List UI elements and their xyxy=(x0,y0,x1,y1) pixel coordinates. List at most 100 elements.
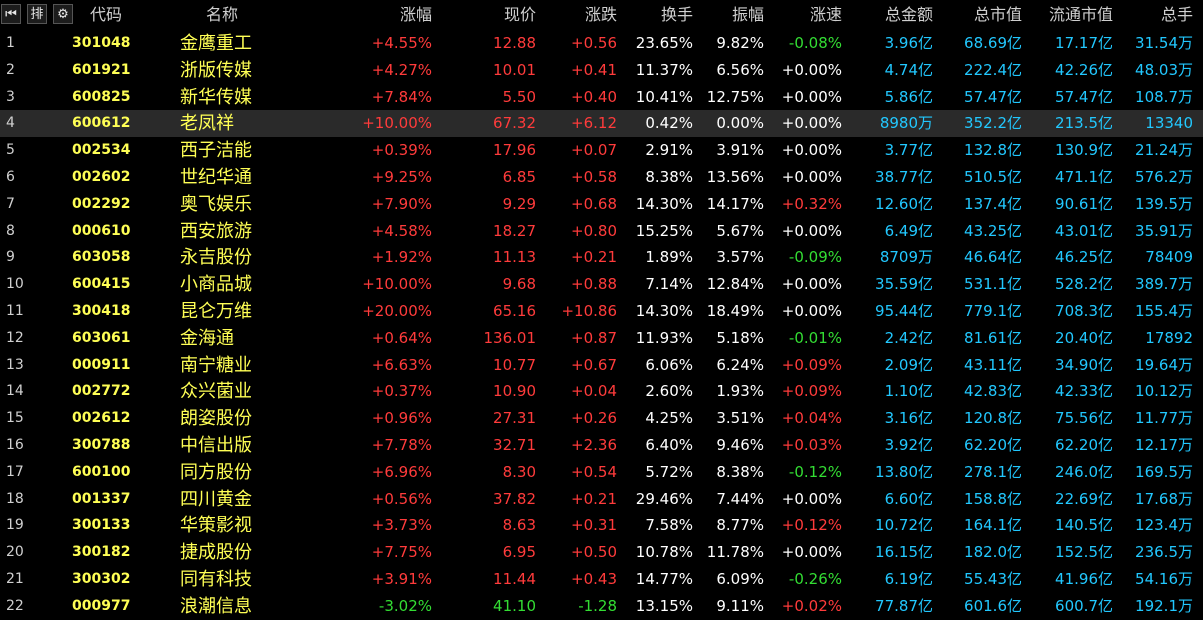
table-row[interactable]: 6 002602 世纪华通 +9.25% 6.85 +0.58 8.38% 13.56% +0.… xyxy=(0,164,1203,191)
cell-amplitude: 11.78% xyxy=(706,543,764,562)
cell-chg: +0.54 xyxy=(571,462,617,481)
cell-seq: 9 xyxy=(6,249,15,266)
cell-pct: +10.00% xyxy=(362,114,432,133)
table-row[interactable]: 9 603058 永吉股份 +1.92% 11.13 +0.21 1.89% 3.57% -0.… xyxy=(0,244,1203,271)
cell-seq: 19 xyxy=(6,517,24,534)
table-row[interactable]: 8 000610 西安旅游 +4.58% 18.27 +0.80 15.25% 5.67% +0… xyxy=(0,218,1203,245)
table-row[interactable]: 12 603061 金海通 +0.64% 136.01 +0.87 11.93% 5.18% -… xyxy=(0,325,1203,352)
cell-fmcap: 152.5亿 xyxy=(1055,543,1113,562)
cell-chg: +0.21 xyxy=(571,489,617,508)
cell-chg: +0.58 xyxy=(571,168,617,186)
cell-seq: 13 xyxy=(6,356,24,373)
cell-seq: 8 xyxy=(6,222,15,239)
table-row[interactable]: 5 002534 西子洁能 +0.39% 17.96 +0.07 2.91% 3.91% +0.… xyxy=(0,137,1203,164)
cell-speed: -0.12% xyxy=(788,462,842,481)
cell-code: 600825 xyxy=(72,88,131,105)
table-row[interactable]: 4 600612 老凤祥 +10.00% 67.32 +6.12 0.42% 0.00% +0.… xyxy=(0,110,1203,138)
cell-name: 浪潮信息 xyxy=(180,595,252,617)
column-header-name[interactable]: 名称 xyxy=(206,5,239,24)
cell-fmcap: 42.33亿 xyxy=(1055,382,1113,401)
sort-icon[interactable]: 排 xyxy=(27,4,47,24)
cell-speed: +0.00% xyxy=(781,275,842,294)
cell-name: 奥飞娱乐 xyxy=(180,193,252,215)
cell-amount: 38.77亿 xyxy=(875,168,933,186)
cell-pct: +0.96% xyxy=(371,409,432,428)
column-header-price[interactable]: 现价 xyxy=(503,5,536,24)
cell-seq: 22 xyxy=(6,597,24,614)
cell-amount: 1.10亿 xyxy=(884,382,933,401)
cell-name: 南宁糖业 xyxy=(180,354,252,376)
column-header-mcap[interactable]: 总市值 xyxy=(973,5,1022,24)
cell-price: 9.68 xyxy=(502,275,536,294)
cell-amplitude: 12.84% xyxy=(706,275,764,294)
cell-amount: 4.74亿 xyxy=(884,60,933,79)
cell-name: 浙版传媒 xyxy=(180,59,252,81)
cell-mcap: 55.43亿 xyxy=(964,570,1022,588)
column-header-code[interactable]: 代码 xyxy=(90,5,123,24)
cell-fmcap: 41.96亿 xyxy=(1055,570,1113,588)
cell-seq: 18 xyxy=(6,490,24,507)
cell-mcap: 601.6亿 xyxy=(964,596,1022,615)
cell-price: 11.13 xyxy=(493,248,536,267)
table-row[interactable]: 21 300302 同有科技 +3.91% 11.44 +0.43 14.77% 6.09% -… xyxy=(0,566,1203,593)
cell-name: 捷成股份 xyxy=(180,542,252,564)
column-header-amplitude[interactable]: 振幅 xyxy=(731,5,764,24)
cell-speed: +0.02% xyxy=(781,596,842,615)
table-row[interactable]: 14 002772 众兴菌业 +0.37% 10.90 +0.04 2.60% 1.93% +0… xyxy=(0,378,1203,405)
table-row[interactable]: 10 600415 小商品城 +10.00% 9.68 +0.88 7.14% 12.84% +… xyxy=(0,271,1203,298)
cell-speed: +0.32% xyxy=(781,194,842,213)
cell-code: 002534 xyxy=(72,142,131,159)
cell-price: 17.96 xyxy=(493,141,536,160)
table-row[interactable]: 2 601921 浙版传媒 +4.27% 10.01 +0.41 11.37% 6.56% +0… xyxy=(0,57,1203,84)
cell-amplitude: 9.11% xyxy=(716,596,764,615)
cell-speed: +0.00% xyxy=(781,60,842,79)
cell-fmcap: 246.0亿 xyxy=(1055,462,1113,481)
cell-pct: +3.73% xyxy=(371,516,432,535)
column-header-pct[interactable]: 涨幅 xyxy=(399,5,432,24)
column-header-fmcap[interactable]: 流通市值 xyxy=(1048,5,1113,24)
cell-price: 10.01 xyxy=(493,60,536,79)
cell-turnover: 11.37% xyxy=(635,60,693,79)
table-row[interactable]: 22 000977 浪潮信息 -3.02% 41.10 -1.28 13.15% 9.11% +… xyxy=(0,593,1203,620)
column-header-speed[interactable]: 涨速 xyxy=(809,5,842,24)
cell-mcap: 352.2亿 xyxy=(964,114,1022,133)
table-row[interactable]: 19 300133 华策影视 +3.73% 8.63 +0.31 7.58% 8.77% +0.… xyxy=(0,512,1203,539)
cell-total-hand: 35.91万 xyxy=(1135,221,1193,240)
table-row[interactable]: 11 300418 昆仑万维 +20.00% 65.16 +10.86 14.30% 18.4… xyxy=(0,298,1203,325)
cell-pct: +7.78% xyxy=(371,436,432,454)
cell-amplitude: 9.82% xyxy=(716,34,764,52)
column-header-total-hand[interactable]: 总手 xyxy=(1160,5,1193,24)
table-row[interactable]: 16 300788 中信出版 +7.78% 32.71 +2.36 6.40% 9.46% +0… xyxy=(0,432,1203,459)
cell-turnover: 10.78% xyxy=(635,543,693,562)
cell-fmcap: 75.56亿 xyxy=(1055,409,1113,428)
cell-price: 10.90 xyxy=(493,382,536,401)
cell-pct: +0.39% xyxy=(371,141,432,160)
table-row[interactable]: 1 301048 金鹰重工 +4.55% 12.88 +0.56 23.65% 9.82% -0… xyxy=(0,30,1203,57)
cell-name: 中信出版 xyxy=(180,435,252,456)
cell-total-hand: 17.68万 xyxy=(1135,489,1193,508)
table-row[interactable]: 3 600825 新华传媒 +7.84% 5.50 +0.40 10.41% 12.75% +0… xyxy=(0,84,1203,111)
table-row[interactable]: 18 001337 四川黄金 +0.56% 37.82 +0.21 29.46% 7.44% +… xyxy=(0,486,1203,513)
table-row[interactable]: 20 300182 捷成股份 +7.75% 6.95 +0.50 10.78% 11.78% +… xyxy=(0,539,1203,566)
table-row[interactable]: 17 600100 同方股份 +6.96% 8.30 +0.54 5.72% 8.38% -0.… xyxy=(0,459,1203,486)
cell-pct: +7.90% xyxy=(371,194,432,213)
table-row[interactable]: 15 002612 朗姿股份 +0.96% 27.31 +0.26 4.25% 3.51% +0… xyxy=(0,405,1203,432)
cell-price: 12.88 xyxy=(493,34,536,52)
cell-price: 10.77 xyxy=(493,355,536,374)
cell-total-hand: 13340 xyxy=(1145,114,1193,133)
cell-seq: 4 xyxy=(6,115,15,132)
column-header-amount[interactable]: 总金额 xyxy=(884,5,933,24)
gear-icon[interactable]: ⚙ xyxy=(53,4,73,24)
column-header-turnover[interactable]: 换手 xyxy=(660,5,693,24)
cell-name: 昆仑万维 xyxy=(180,301,252,322)
cell-pct: +4.27% xyxy=(371,60,432,79)
column-header-chg[interactable]: 涨跌 xyxy=(584,5,617,24)
cell-seq: 1 xyxy=(6,35,15,51)
table-row[interactable]: 7 002292 奥飞娱乐 +7.90% 9.29 +0.68 14.30% 14.17% +0… xyxy=(0,191,1203,218)
cell-fmcap: 42.26亿 xyxy=(1055,60,1113,79)
cell-mcap: 182.0亿 xyxy=(964,543,1022,562)
table-row[interactable]: 13 000911 南宁糖业 +6.63% 10.77 +0.67 6.06% 6.24% +0… xyxy=(0,352,1203,379)
cell-price: 5.50 xyxy=(502,87,536,106)
cell-code: 600415 xyxy=(72,276,131,293)
first-page-icon[interactable]: ⏮ xyxy=(1,4,21,24)
